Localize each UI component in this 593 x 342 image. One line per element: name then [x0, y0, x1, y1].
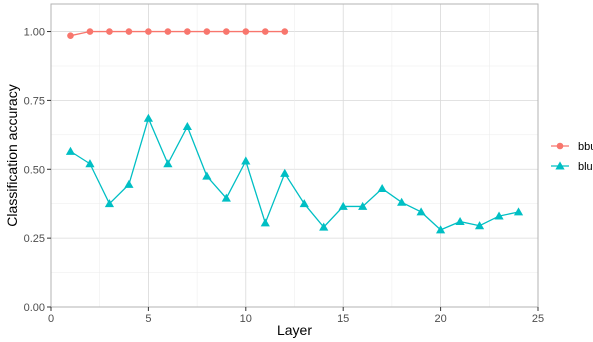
- legend-key-circle-point: [556, 142, 564, 150]
- data-point-triangle-point: [319, 222, 329, 231]
- data-point-triangle-point: [338, 201, 348, 210]
- data-point-triangle-point: [358, 201, 368, 210]
- data-point-triangle-point: [124, 179, 134, 188]
- series-blu: [65, 113, 524, 234]
- data-point-triangle-point: [416, 207, 426, 216]
- data-point-circle-point: [203, 28, 211, 35]
- data-point-triangle-point: [85, 159, 95, 168]
- data-point-triangle-point: [474, 221, 485, 230]
- data-point-circle-point: [164, 28, 172, 35]
- data-point-triangle-point: [299, 199, 309, 208]
- data-point-triangle-point: [104, 199, 115, 208]
- data-point-triangle-point: [260, 218, 270, 227]
- data-point-circle-point: [67, 32, 74, 39]
- data-point-triangle-point: [143, 113, 153, 122]
- x-tick-label: 5: [145, 313, 151, 325]
- series-line-blu: [70, 116, 519, 231]
- legend-label: bbu: [578, 141, 593, 153]
- data-point-circle-point: [281, 28, 289, 35]
- data-point-triangle-point: [377, 183, 387, 193]
- data-point-triangle-point: [436, 225, 446, 234]
- data-point-circle-point: [184, 28, 191, 35]
- data-point-triangle-point: [455, 217, 465, 226]
- legend-item-blu: blu: [551, 161, 593, 173]
- y-tick-label: 0.75: [24, 95, 45, 107]
- data-point-circle-point: [86, 28, 94, 35]
- data-point-triangle-point: [241, 156, 251, 165]
- legend: bbu blu: [551, 141, 593, 173]
- x-tick-label: 10: [240, 313, 252, 325]
- y-tick-label: 0.50: [24, 164, 45, 176]
- legend-label: blu: [578, 161, 593, 173]
- y-axis-ticks: 0.00 0.25 0.50 0.75 1.00: [24, 27, 51, 314]
- data-point-circle-point: [145, 28, 152, 35]
- data-point-circle-point: [106, 28, 113, 35]
- y-axis-title: Classification accuracy: [4, 84, 20, 226]
- x-axis-ticks: 0 5 10 15 20 25: [48, 307, 544, 325]
- x-tick-label: 15: [337, 313, 349, 325]
- data-point-triangle-point: [163, 159, 173, 168]
- data-point-triangle-point: [513, 207, 524, 216]
- data-point-triangle-point: [221, 193, 231, 202]
- data-point-circle-point: [223, 28, 230, 35]
- x-axis-title: Layer: [277, 322, 312, 338]
- data-point-circle-point: [125, 28, 133, 35]
- y-tick-label: 1.00: [24, 27, 45, 39]
- y-tick-label: 0.25: [24, 233, 45, 245]
- data-point-triangle-point: [65, 146, 76, 155]
- data-point-triangle-point: [182, 121, 192, 131]
- data-point-circle-point: [261, 28, 269, 35]
- x-tick-label: 0: [48, 313, 54, 325]
- y-tick-label: 0.00: [24, 302, 45, 314]
- data-point-triangle-point: [202, 171, 212, 180]
- legend-item-bbu: bbu: [551, 141, 593, 153]
- series-bbu: [67, 28, 289, 39]
- x-tick-label: 25: [532, 313, 544, 325]
- x-tick-label: 20: [434, 313, 446, 325]
- data-point-triangle-point: [280, 168, 290, 177]
- data-point-triangle-point: [397, 197, 407, 206]
- data-point-triangle-point: [494, 211, 504, 220]
- panel-border: [50, 3, 539, 308]
- legend-key-triangle-point: [555, 161, 565, 170]
- data-point-circle-point: [242, 28, 250, 35]
- series-layer: [65, 28, 524, 234]
